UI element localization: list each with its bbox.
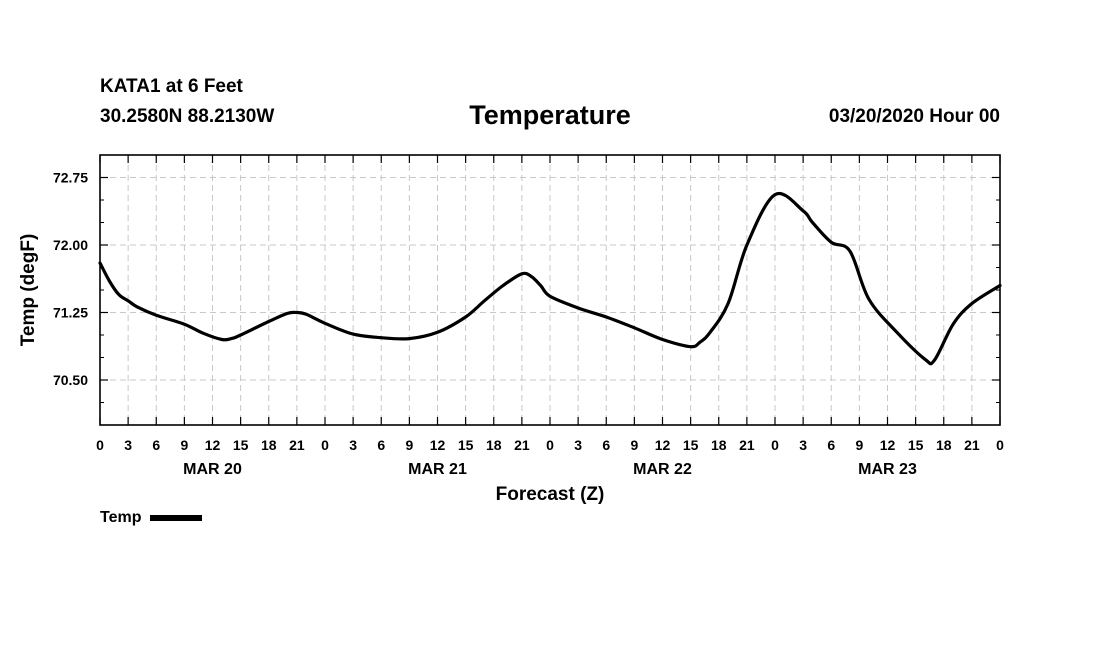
x-axis: 0 3 6 9 12 15 18 21 0 3 6 9 12 15 18 21 0 3 6 9 12 15 18 21 0 3 6 9… — [96, 155, 1004, 453]
x-tick-label: 0 — [771, 437, 779, 453]
station-label: KATA1 at 6 Feet — [100, 76, 243, 97]
day-labels: MAR 20 MAR 21 MAR 22 MAR 23 — [183, 461, 917, 478]
x-tick-label: 18 — [711, 437, 727, 453]
x-tick-label: 21 — [289, 437, 305, 453]
x-tick-label: 0 — [546, 437, 554, 453]
x-tick-label: 15 — [683, 437, 699, 453]
legend-swatch — [150, 515, 203, 521]
x-tick-label: 9 — [855, 437, 863, 453]
x-tick-label: 12 — [205, 437, 221, 453]
x-tick-label: 21 — [739, 437, 755, 453]
y-tick-label: 72.00 — [53, 237, 88, 253]
series-line-temp — [98, 191, 1002, 366]
x-tick-label: 15 — [908, 437, 924, 453]
x-tick-label: 6 — [152, 437, 160, 453]
x-tick-label: 3 — [124, 437, 132, 453]
x-tick-label: 12 — [655, 437, 671, 453]
forecast-datetime: 03/20/2020 Hour 00 — [828, 106, 1000, 127]
day-label: MAR 21 — [408, 461, 467, 478]
x-tick-label: 6 — [602, 437, 610, 453]
x-tick-label: 18 — [261, 437, 277, 453]
x-tick-label: 9 — [630, 437, 638, 453]
x-tick-label: 3 — [349, 437, 357, 453]
x-tick-label: 0 — [996, 437, 1004, 453]
x-tick-label: 9 — [405, 437, 413, 453]
y-axis-label: Temp (degF) — [18, 234, 39, 347]
x-axis-label: Forecast (Z) — [496, 484, 605, 505]
x-tick-label: 0 — [321, 437, 329, 453]
x-tick-label: 3 — [799, 437, 807, 453]
day-label: MAR 20 — [183, 461, 242, 478]
y-axis: 70.50 71.25 72.00 72.75 — [53, 170, 1000, 388]
y-tick-label: 71.25 — [53, 305, 88, 321]
x-tick-label: 6 — [827, 437, 835, 453]
y-tick-label: 72.75 — [53, 170, 88, 186]
day-label: MAR 22 — [633, 461, 692, 478]
x-tick-label: 21 — [964, 437, 980, 453]
x-tick-label: 18 — [936, 437, 952, 453]
x-tick-label: 0 — [96, 437, 104, 453]
x-tick-label: 12 — [880, 437, 896, 453]
chart-title: Temperature — [469, 100, 631, 130]
legend: Temp — [100, 509, 203, 527]
legend-label: Temp — [100, 509, 142, 526]
grid-lines — [100, 155, 1000, 425]
x-tick-label: 6 — [377, 437, 385, 453]
x-tick-label: 15 — [233, 437, 249, 453]
day-label: MAR 23 — [858, 461, 917, 478]
x-tick-label: 21 — [514, 437, 530, 453]
x-tick-label: 3 — [574, 437, 582, 453]
x-tick-label: 9 — [180, 437, 188, 453]
y-tick-label: 70.50 — [53, 372, 88, 388]
x-tick-label: 15 — [458, 437, 474, 453]
x-tick-label: 12 — [430, 437, 446, 453]
station-coordinates: 30.2580N 88.2130W — [100, 106, 275, 127]
x-tick-label: 18 — [486, 437, 502, 453]
